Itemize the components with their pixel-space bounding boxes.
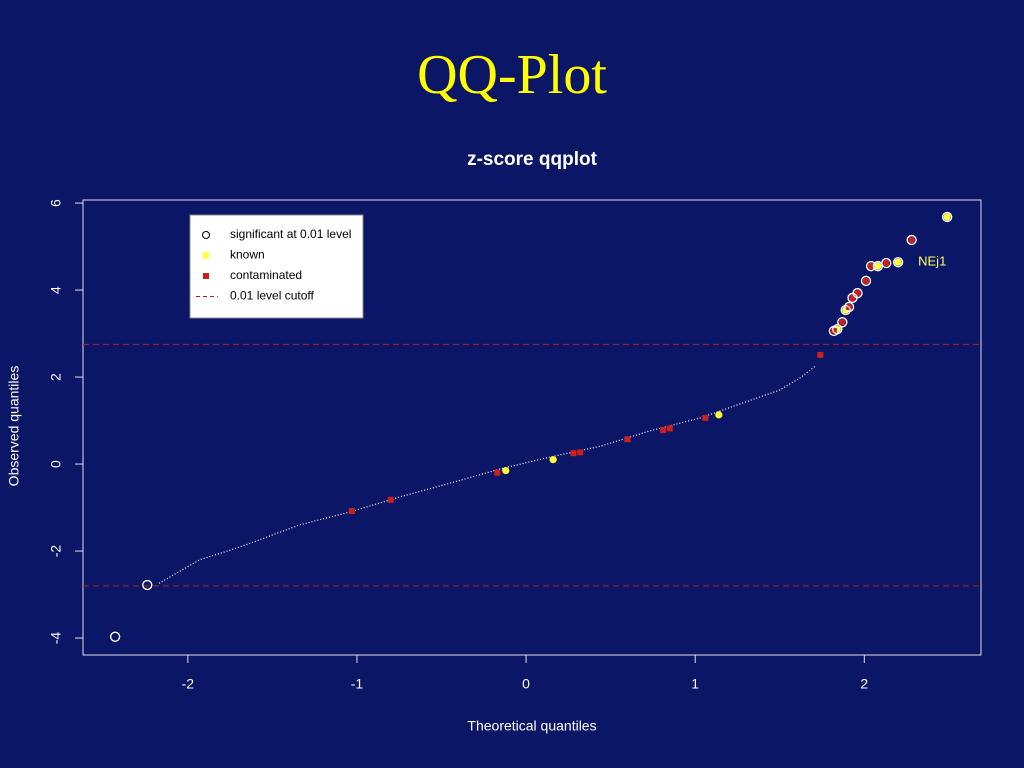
legend-swatch xyxy=(202,231,210,239)
contaminated-point xyxy=(863,277,870,284)
contaminated-point xyxy=(849,294,856,301)
contaminated-point xyxy=(854,290,861,297)
significant-point xyxy=(142,579,153,591)
known-point xyxy=(502,466,510,475)
contaminated-point xyxy=(494,469,501,476)
legend: significant at 0.01 level known contaminat… xyxy=(189,214,364,319)
known-point xyxy=(894,258,902,266)
significant-point xyxy=(840,304,851,316)
contaminated-point xyxy=(908,237,915,244)
x-tick-label: -2 xyxy=(182,676,195,692)
significant-point xyxy=(942,211,953,223)
contaminated-point xyxy=(883,260,890,267)
significant-point xyxy=(843,301,855,313)
contaminated-point xyxy=(577,449,584,456)
significant-point xyxy=(893,257,904,268)
known-point xyxy=(549,456,557,464)
contaminated-point xyxy=(666,425,673,432)
chart-title: z-score qqplot xyxy=(467,149,598,170)
contaminated-point xyxy=(868,263,875,270)
significant-point xyxy=(860,275,872,287)
x-tick-label: 1 xyxy=(691,676,699,692)
significant-point xyxy=(110,631,121,642)
contaminated-point xyxy=(570,450,577,457)
legend-label: known xyxy=(230,248,265,262)
contaminated-point xyxy=(839,319,846,326)
legend-label: 0.01 level cutoff xyxy=(230,289,315,303)
x-tick-label: -1 xyxy=(351,676,364,692)
known-point xyxy=(874,262,882,270)
significant-point xyxy=(906,234,917,246)
contaminated-point xyxy=(387,496,394,503)
significant-point xyxy=(865,261,877,272)
contaminated-point xyxy=(830,327,837,334)
qq-points xyxy=(158,365,816,584)
significant-point xyxy=(881,257,892,269)
y-tick-label: 6 xyxy=(48,199,64,207)
significant-point xyxy=(832,324,843,335)
significant-point xyxy=(852,287,863,299)
legend-swatch xyxy=(202,252,210,259)
contaminated-point xyxy=(348,508,355,515)
legend-label: contaminated xyxy=(230,268,302,282)
y-axis-label: Observed quantiles xyxy=(6,366,22,487)
y-tick-label: 0 xyxy=(48,460,64,468)
x-axis-label: Theoretical quantiles xyxy=(467,718,596,734)
known-point xyxy=(715,411,723,419)
y-tick-label: -4 xyxy=(48,632,64,645)
contaminated-point xyxy=(660,427,667,434)
contaminated-point xyxy=(817,351,824,358)
contaminated-point xyxy=(702,414,709,421)
y-tick-label: 4 xyxy=(48,286,64,294)
y-tick-label: 2 xyxy=(48,373,64,381)
y-tick-label: -2 xyxy=(48,545,64,558)
slide-title: QQ-Plot xyxy=(417,44,607,106)
significant-point xyxy=(837,317,848,328)
known-point xyxy=(943,213,951,221)
contaminated-point xyxy=(624,436,631,443)
legend-box xyxy=(189,214,364,319)
x-tick-label: 2 xyxy=(860,676,868,692)
annotation: NEj1 xyxy=(918,254,946,269)
x-tick-label: 0 xyxy=(522,676,530,692)
plot-frame xyxy=(82,199,982,656)
legend-swatch xyxy=(203,273,209,279)
legend-label: significant at 0.01 level xyxy=(230,227,351,241)
